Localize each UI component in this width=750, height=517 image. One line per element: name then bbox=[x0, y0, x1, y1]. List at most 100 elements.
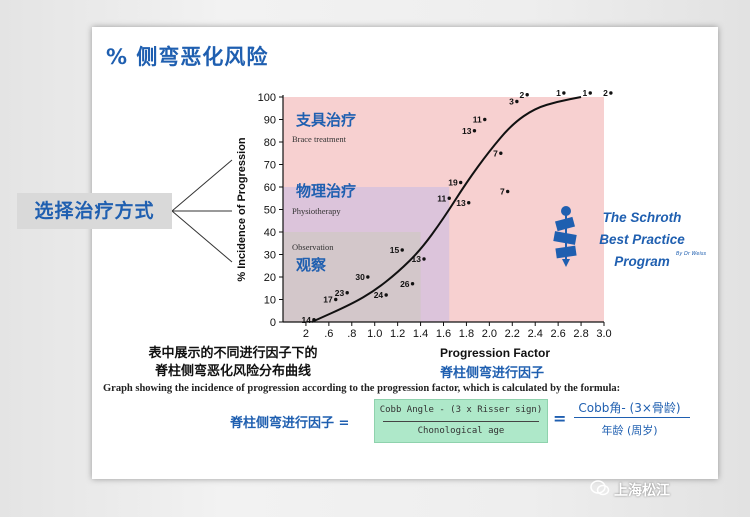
formula: 脊柱侧弯进行因子 = Cobb Angle - (3 x Risser sign… bbox=[0, 395, 750, 445]
data-point-label: 23 bbox=[335, 288, 345, 298]
zone-label: 物理治疗 bbox=[296, 182, 356, 200]
fraction-line-rhs bbox=[574, 417, 690, 418]
data-point-label: 26 bbox=[400, 279, 410, 289]
data-point-label: 7 bbox=[500, 187, 505, 197]
formula-fraction-box: Cobb Angle - (3 x Risser sign) Chonologi… bbox=[374, 399, 548, 443]
zone-2 bbox=[283, 232, 421, 322]
data-point bbox=[525, 93, 529, 97]
schroth-logo-icon bbox=[553, 206, 577, 267]
zone-label: 支具治疗 bbox=[295, 111, 356, 129]
x-axis-label: Progression Factor bbox=[440, 346, 551, 360]
data-point bbox=[483, 117, 487, 122]
logo-line-3: Program bbox=[614, 254, 670, 269]
data-point-label: 24 bbox=[374, 290, 384, 300]
y-axis-label: % Incidence of Progression bbox=[236, 137, 248, 282]
data-point bbox=[458, 180, 463, 185]
zone-sublabel: Brace treatment bbox=[292, 134, 347, 144]
data-point bbox=[467, 201, 471, 205]
y-tick-label: 70 bbox=[264, 160, 276, 172]
formula-description: Graph showing the incidence of progressi… bbox=[103, 383, 621, 394]
equals-sign: = bbox=[553, 409, 567, 428]
zone-sublabel: Observation bbox=[292, 242, 334, 252]
y-tick-label: 80 bbox=[264, 137, 276, 149]
caption-line-1: 表中展示的不同进行因子下的 bbox=[148, 346, 318, 361]
data-point-label: 11 bbox=[437, 193, 446, 203]
x-tick-label: .8 bbox=[347, 328, 356, 340]
wechat-icon bbox=[590, 480, 610, 496]
data-point bbox=[515, 99, 519, 104]
data-point bbox=[562, 91, 566, 95]
x-axis-label-cn: 脊柱侧弯进行因子 bbox=[440, 366, 545, 381]
curve-line bbox=[311, 96, 582, 323]
y-tick-label: 90 bbox=[264, 115, 276, 127]
y-tick-label: 60 bbox=[264, 182, 276, 194]
data-point-label: 30 bbox=[355, 272, 365, 282]
formula-denominator: Chonological age bbox=[417, 426, 505, 436]
data-point-label: 2 bbox=[519, 90, 524, 100]
x-tick-label: 1.8 bbox=[459, 328, 474, 340]
caption-line-2: 脊柱侧弯恶化风险分布曲线 bbox=[154, 364, 311, 379]
data-point bbox=[447, 196, 451, 200]
data-point bbox=[366, 275, 370, 279]
logo-byline: By Dr Weiss bbox=[676, 251, 707, 257]
data-point bbox=[312, 318, 316, 322]
treatment-choice-label: 选择治疗方式 bbox=[17, 193, 172, 229]
slide-title: % 侧弯恶化风险 bbox=[106, 45, 269, 69]
x-tick-label: 2.2 bbox=[505, 328, 520, 340]
fraction-line bbox=[383, 421, 539, 422]
x-tick-label: .6 bbox=[324, 328, 333, 340]
data-point-label: 13 bbox=[412, 254, 422, 264]
zone-sublabel: Physiotherapy bbox=[292, 206, 341, 216]
x-tick-label: 1.0 bbox=[367, 328, 382, 340]
data-point-label: 7 bbox=[493, 148, 498, 158]
data-point bbox=[422, 257, 426, 261]
y-tick-label: 0 bbox=[270, 317, 276, 329]
data-point-label: 14 bbox=[301, 315, 311, 325]
chart-caption-cn: 表中展示的不同进行因子下的 脊柱侧弯恶化风险分布曲线 bbox=[123, 345, 343, 381]
x-tick-label: 2.0 bbox=[482, 328, 497, 340]
schroth-logo-text: The Schroth Best Practice Program bbox=[588, 207, 696, 273]
data-point-label: 19 bbox=[448, 178, 458, 188]
zone-labels: 支具治疗 Brace treatment 物理治疗 Physiotherapy 观察 Ob… bbox=[292, 111, 356, 274]
data-point-label: 2 bbox=[603, 88, 608, 98]
formula-numerator: Cobb Angle - (3 x Risser sign) bbox=[379, 405, 543, 415]
y-tick-label: 100 bbox=[258, 92, 276, 104]
watermark: 上海松江 bbox=[614, 483, 670, 499]
logo-line-2: Best Practice bbox=[599, 232, 685, 247]
x-tick-label: 3.0 bbox=[596, 328, 611, 340]
logo-line-1: The Schroth bbox=[602, 210, 682, 225]
data-point bbox=[410, 282, 415, 286]
x-tick-label: 2.4 bbox=[528, 328, 543, 340]
data-point-label: 1 bbox=[556, 88, 561, 98]
data-point bbox=[506, 189, 510, 194]
data-point-label: 15 bbox=[390, 245, 400, 255]
progression-curve bbox=[311, 96, 582, 323]
y-tick-label: 50 bbox=[264, 205, 276, 217]
x-tick-label: 1.2 bbox=[390, 328, 405, 340]
data-point-label: 11 bbox=[473, 115, 482, 125]
x-tick-label: 1.6 bbox=[436, 328, 451, 340]
x-tick-label: 2.8 bbox=[573, 328, 588, 340]
x-tick-label: 2 bbox=[303, 328, 309, 340]
bracket-lines bbox=[171, 159, 233, 263]
data-point bbox=[472, 129, 477, 133]
data-point bbox=[334, 297, 338, 302]
data-point bbox=[384, 293, 388, 297]
data-point-label: 3 bbox=[509, 97, 514, 107]
y-tick-label: 30 bbox=[264, 250, 276, 262]
chart-axes: 0 10 20 30 40 50 60 70 80 90 100 .6 .8 1.0 1.2 1.4 1.6 1.… bbox=[236, 92, 612, 340]
y-tick-label: 10 bbox=[264, 295, 276, 307]
data-point bbox=[609, 91, 613, 95]
x-tick-label: 1.4 bbox=[413, 328, 428, 340]
data-point-label: 13 bbox=[456, 198, 466, 208]
y-tick-label: 20 bbox=[264, 272, 276, 284]
data-point-label: 1 bbox=[583, 88, 588, 98]
data-point-label: 13 bbox=[462, 126, 472, 136]
formula-lhs: 脊柱侧弯进行因子 = bbox=[230, 416, 350, 431]
y-tick-label: 40 bbox=[264, 227, 276, 239]
data-point bbox=[345, 291, 349, 295]
zone-label: 观察 bbox=[296, 256, 327, 274]
data-point bbox=[588, 91, 592, 95]
